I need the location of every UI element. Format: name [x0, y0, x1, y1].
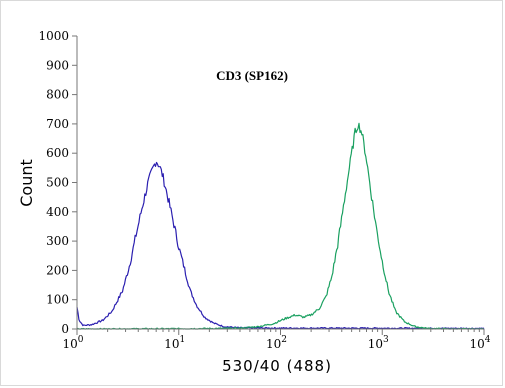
y-tick-label: 400 [46, 205, 69, 219]
x-tick-label: 104 [469, 335, 490, 351]
x-tick-base: 10 [368, 337, 383, 351]
y-tick-label: 1000 [38, 29, 69, 43]
y-tick-label: 200 [46, 263, 69, 277]
x-tick-exponent: 1 [180, 335, 186, 345]
y-tick-label: 500 [46, 176, 69, 190]
x-tick-exponent: 3 [383, 335, 389, 345]
y-tick-label: 0 [61, 322, 69, 336]
x-axis-label: 530/40 (488) [222, 357, 332, 375]
y-tick-label: 900 [46, 58, 69, 72]
x-tick-exponent: 2 [281, 335, 287, 345]
chart-title: CD3 (SP162) [216, 68, 288, 83]
y-tick-label: 700 [46, 117, 69, 131]
series-layer [76, 122, 485, 330]
x-tick-label: 101 [164, 335, 185, 351]
y-tick-label: 600 [46, 146, 69, 160]
x-tick-exponent: 4 [485, 335, 491, 345]
x-tick-label: 100 [62, 335, 83, 351]
y-tick-label: 100 [46, 293, 69, 307]
x-tick-label: 102 [266, 335, 287, 351]
y-tick-label: 300 [46, 234, 69, 248]
x-tick-base: 10 [266, 337, 281, 351]
x-tick-base: 10 [164, 337, 179, 351]
x-tick-base: 10 [469, 337, 484, 351]
y-axis-label: Count [17, 159, 36, 207]
x-tick-base: 10 [62, 337, 77, 351]
y-tick-label: 800 [46, 88, 69, 102]
x-tick-exponent: 0 [78, 335, 84, 345]
series-line-1 [76, 161, 485, 330]
x-tick-label: 103 [368, 335, 389, 351]
